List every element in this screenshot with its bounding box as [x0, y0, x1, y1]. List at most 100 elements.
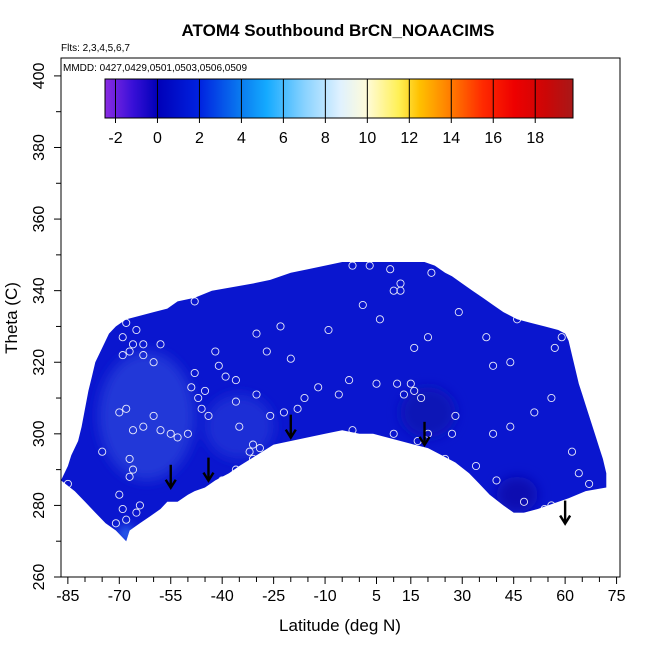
sample-point [273, 465, 282, 474]
sample-point [389, 429, 398, 438]
sample-point [334, 390, 343, 399]
sample-point [345, 451, 354, 460]
y-axis: 260 280 300 320 340 360 380 400 [31, 62, 61, 590]
x-tick-label: -25 [262, 588, 285, 605]
sample-point [447, 429, 457, 438]
sample-point [118, 333, 127, 342]
sample-point [231, 397, 240, 406]
x-tick-label: 45 [505, 588, 523, 605]
sample-point [139, 422, 148, 431]
sample-point [324, 454, 333, 463]
y-tick-label: 280 [31, 492, 48, 519]
sample-point [214, 361, 223, 370]
sample-point [324, 325, 333, 335]
sample-point [238, 476, 247, 485]
sample-point [451, 411, 460, 420]
sample-point [132, 508, 141, 517]
sample-point [63, 479, 72, 488]
sample-point [382, 451, 391, 460]
sample-point [128, 426, 138, 435]
sample-point [118, 351, 127, 360]
x-tick-label: 60 [556, 588, 574, 605]
sample-point [187, 383, 196, 392]
sample-point [365, 261, 374, 270]
sample-point [194, 393, 203, 403]
sample-point [369, 440, 378, 449]
x-tick-label: 5 [372, 588, 381, 605]
sample-point [293, 404, 302, 413]
sample-point [252, 390, 261, 399]
sample-point [122, 404, 131, 413]
sample-point [348, 426, 357, 435]
profile-arrows [164, 414, 572, 526]
sample-point [252, 329, 261, 338]
sample-point [386, 265, 395, 274]
colorbar-tick-label: 10 [358, 130, 376, 147]
y-tick-label: 360 [31, 206, 48, 233]
sample-point [135, 501, 144, 510]
y-tick-label: 260 [31, 564, 48, 591]
sample-point [533, 311, 542, 320]
sample-point [255, 444, 264, 453]
sample-point [530, 408, 539, 417]
sample-point [128, 340, 138, 349]
sample-point [183, 429, 192, 438]
sample-point [204, 411, 213, 420]
sample-point [314, 383, 323, 392]
sample-point [286, 354, 295, 363]
sample-point [173, 433, 182, 442]
x-tick-label: -55 [159, 588, 182, 605]
y-tick-label: 380 [31, 134, 48, 161]
sample-point [396, 286, 405, 295]
sample-point [211, 347, 220, 356]
sample-point [375, 315, 384, 324]
y-tick-label: 400 [31, 62, 48, 89]
sample-point [471, 461, 481, 471]
x-axis-label: Latitude (deg N) [279, 616, 401, 635]
sample-point [200, 386, 210, 395]
sample-point [125, 347, 134, 356]
sample-point [372, 379, 381, 388]
colorbar-tick-label: 18 [526, 130, 544, 147]
sample-point [427, 268, 436, 277]
dates-note: MMDD: 0427,0429,0501,0503,0506,0509 [63, 63, 247, 74]
sample-point [358, 300, 367, 310]
sample-point [423, 333, 433, 342]
field-patch [98, 351, 195, 481]
sample-point [410, 386, 419, 395]
sample-point [221, 372, 230, 381]
sample-point [245, 447, 254, 456]
sample-point [506, 422, 515, 431]
plot-frame [60, 57, 621, 578]
sample-point [156, 426, 165, 435]
sample-point [441, 454, 450, 463]
sample-point [98, 447, 107, 456]
sample-point [300, 393, 309, 403]
sample-point [118, 504, 127, 514]
sample-point [550, 343, 559, 352]
colorbar-tick-label: 14 [442, 130, 460, 147]
heatmap-field [61, 262, 607, 542]
sample-point [190, 297, 199, 306]
sample-point [279, 408, 288, 417]
sample-point [547, 393, 556, 403]
down-arrow [202, 457, 215, 483]
sample-point [128, 465, 138, 474]
sample-point [125, 454, 134, 463]
x-axis: -85 -70 -55 -40 -25 -10 5 15 30 45 60 75 [56, 577, 626, 605]
sample-point [132, 325, 141, 335]
sample-point [231, 376, 240, 385]
sample-point [489, 429, 498, 438]
x-tick-label: 75 [608, 588, 626, 605]
sample-point [266, 411, 275, 420]
sample-point [417, 393, 426, 403]
x-tick-label: 15 [402, 588, 420, 605]
colorbar-tick-label: 12 [400, 130, 418, 147]
sample-point [115, 408, 124, 417]
sample-point [111, 519, 120, 528]
sample-point [139, 351, 148, 360]
sample-point [454, 308, 463, 317]
sample-point [190, 368, 199, 378]
colorbar-tick-label: 0 [153, 130, 162, 147]
down-arrow [284, 414, 297, 440]
